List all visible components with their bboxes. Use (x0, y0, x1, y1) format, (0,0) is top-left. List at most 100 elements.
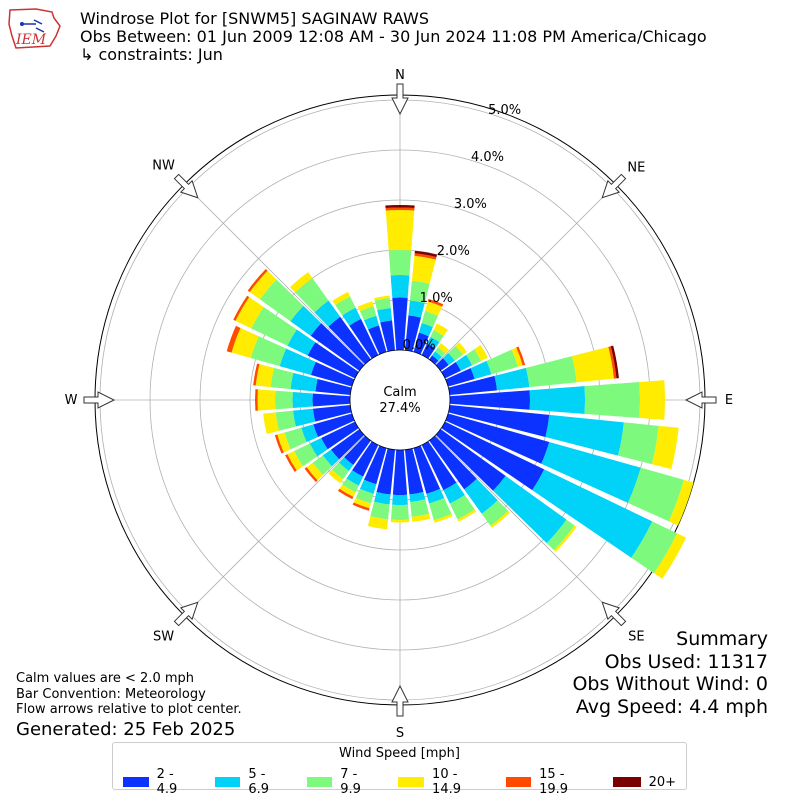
compass-arrow-icon (684, 391, 717, 409)
windrose-bar-segment (370, 501, 390, 520)
summary-title: Summary (676, 628, 768, 650)
windrose-bar-segment (321, 421, 359, 450)
windrose-bar-segment (430, 330, 444, 343)
windrose-bar-segment (427, 298, 444, 307)
windrose-bar-segment (553, 525, 577, 552)
windrose-bar-segment (344, 435, 371, 465)
windrose-bar-segment (255, 364, 275, 388)
windrose-bars (226, 205, 694, 579)
arrow-shape (601, 173, 627, 199)
compass-label: NE (627, 161, 645, 176)
windrose-bar-segment (410, 499, 430, 517)
windrose-bar-segment (627, 467, 684, 522)
windrose-bar-segment (445, 413, 550, 464)
windrose-bar-segment (279, 348, 316, 375)
windrose-bar-segment (392, 297, 408, 351)
windrose-bar-segment (374, 295, 390, 301)
windrose-bar-segment (525, 356, 577, 388)
windrose-bar-segment (572, 346, 614, 383)
compass-arrow-icon (173, 173, 199, 199)
calm-label: Calm (383, 385, 416, 400)
windrose-bar-segment (312, 455, 333, 476)
radial-tick-label: 1.0% (420, 291, 453, 306)
windrose-bar-segment (255, 389, 258, 411)
windrose-bar-segment (445, 368, 475, 387)
legend-item: 15 - 19.9 (505, 767, 593, 797)
windrose-bar-segment (335, 296, 356, 316)
windrose-bar-segment (226, 325, 241, 353)
windrose-bar-segment (301, 424, 318, 443)
generated-date: Generated: 25 Feb 2025 (16, 719, 236, 740)
windrose-bar-segment (435, 347, 446, 358)
windrose-bar-segment (464, 478, 498, 514)
windrose-bar-segment (493, 475, 567, 544)
windrose-bar-segment (367, 516, 389, 530)
windrose-bar-segment (368, 325, 387, 355)
windrose-bar-segment (374, 298, 391, 311)
windrose-bar-segment (342, 478, 359, 493)
windrose-bar-segment (490, 510, 511, 528)
windrose-bar-segment (414, 250, 438, 258)
windrose-bar-segment (363, 445, 387, 485)
windrose-bar-segment (433, 323, 448, 336)
windrose-bar-segment (315, 379, 352, 396)
compass-label: S (396, 726, 404, 740)
windrose-bar-segment (359, 306, 377, 321)
compass-label: W (65, 393, 78, 408)
windrose-bar-segment (328, 316, 371, 365)
windrose-bar-segment (435, 429, 506, 491)
legend-items: 2 - 4.9 5 - 6.9 7 - 9.9 10 - 14.9 15 - 1… (113, 767, 686, 797)
windrose-bar-segment (443, 482, 465, 504)
legend-label: 5 - 6.9 (248, 767, 270, 797)
windrose-bar-segment (233, 295, 250, 321)
windrose-bar-segment (293, 408, 316, 427)
windrose-bar-segment (285, 454, 297, 472)
compass-label: NW (152, 159, 175, 174)
windrose-bar-segment (541, 441, 641, 503)
windrose-bar-segment (610, 345, 619, 379)
arrow-shape (391, 684, 409, 717)
arrow-shape (391, 83, 409, 116)
windrose-bar-segment (352, 502, 370, 511)
compass-arrow-icon (391, 684, 409, 717)
legend-label: 7 - 9.9 (340, 767, 361, 797)
windrose-bar-segment (346, 470, 364, 486)
legend-label: 2 - 4.9 (156, 767, 178, 797)
windrose-bar-segment (277, 432, 291, 453)
windrose-bar-segment (374, 492, 391, 505)
windrose-bar-segment (413, 332, 429, 355)
windrose-bar-segment (435, 358, 449, 371)
windrose-bar-segment (275, 390, 293, 410)
windrose-bar-segment (441, 421, 545, 491)
windrose-bar-segment (313, 413, 355, 438)
legend-swatch (612, 777, 641, 787)
windrose-bar-segment (310, 323, 365, 371)
windrose-bar-segment (516, 346, 526, 366)
windrose-bar-segment (295, 278, 329, 313)
legend-item: 10 - 14.9 (398, 767, 485, 797)
windrose-bar-segment (247, 269, 268, 293)
windrose-bar-segment (409, 492, 426, 502)
legend: Wind Speed [mph] 2 - 4.9 5 - 6.9 7 - 9.9… (112, 742, 687, 797)
compass-label: E (725, 393, 733, 408)
arrow-shape (173, 173, 199, 199)
windrose-bar-segment (338, 457, 354, 472)
windrose-bar-segment (584, 382, 640, 418)
compass-arrow-icon (391, 83, 409, 116)
windrose-bar-segment (494, 367, 530, 391)
windrose-bar-segment (448, 375, 498, 396)
svg-text:IEM: IEM (15, 32, 47, 48)
legend-swatch (398, 777, 425, 787)
radial-tick-label: 5.0% (488, 103, 521, 118)
windrose-bar-segment (287, 329, 316, 356)
windrose-bar-segment (618, 422, 659, 465)
bar-convention-note: Bar Convention: Meteorology (16, 686, 206, 702)
legend-label: 10 - 14.9 (432, 767, 461, 797)
windrose-bar-segment (474, 345, 488, 361)
windrose-bar-segment (442, 352, 455, 365)
legend-item: 2 - 4.9 (123, 767, 195, 797)
windrose-bar-segment (332, 291, 351, 305)
flow-arrow-note: Flow arrows relative to plot center. (16, 702, 242, 717)
windrose-bar-segment (363, 315, 380, 330)
